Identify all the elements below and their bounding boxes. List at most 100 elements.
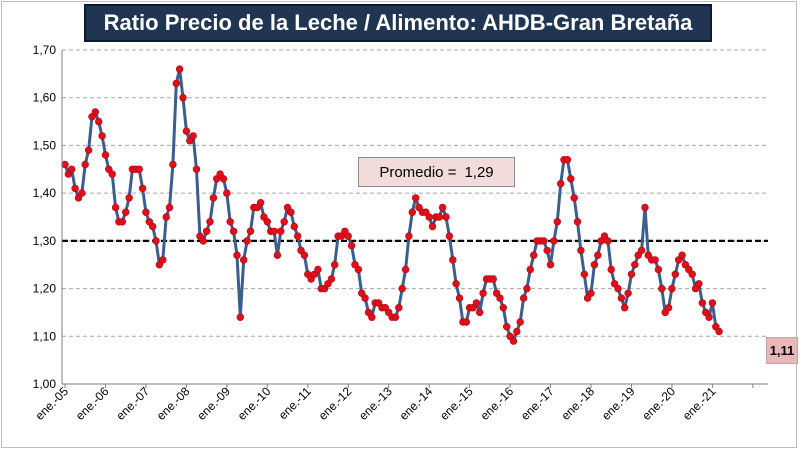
x-tick-label: ene.-17 <box>518 384 557 423</box>
data-point <box>354 265 363 274</box>
data-point <box>452 280 460 288</box>
data-point <box>651 256 659 264</box>
data-point <box>503 323 511 331</box>
data-point <box>347 241 356 250</box>
data-point <box>546 261 555 269</box>
data-point <box>405 232 413 240</box>
data-point <box>209 194 218 202</box>
data-point <box>118 218 127 226</box>
data-point <box>189 132 197 140</box>
x-tick-label: ene.-15 <box>437 384 476 423</box>
data-point <box>658 284 666 293</box>
data-point <box>513 327 521 336</box>
data-point <box>688 270 696 278</box>
data-point <box>162 213 170 221</box>
data-point <box>442 213 450 221</box>
x-tick-label: ene.-06 <box>73 384 112 423</box>
data-point <box>708 299 717 307</box>
data-point <box>401 265 410 274</box>
data-point <box>91 108 100 116</box>
data-point <box>391 313 400 321</box>
data-point <box>476 308 484 317</box>
x-tick-label: ene.-09 <box>194 384 233 423</box>
y-tick-label: 1,70 <box>33 43 57 57</box>
data-point <box>202 227 211 236</box>
data-point <box>240 256 248 264</box>
data-point <box>715 327 723 336</box>
data-point <box>98 132 106 140</box>
data-point <box>695 280 703 288</box>
data-point <box>159 256 167 264</box>
y-tick-label: 1,60 <box>33 91 57 105</box>
x-tick-label: ene.-19 <box>599 384 638 423</box>
data-point <box>496 294 504 302</box>
data-point <box>236 313 245 321</box>
data-point <box>331 261 339 269</box>
data-point <box>664 304 673 312</box>
data-point <box>553 218 561 226</box>
data-point <box>108 170 116 178</box>
data-point <box>223 189 231 197</box>
x-tick-label: ene.-21 <box>680 384 719 423</box>
data-point <box>614 284 622 293</box>
data-point <box>445 232 454 240</box>
y-axis-tick-labels: 1,00 1,10 1,20 1,30 1,40 1,50 1,60 1,70 <box>33 43 57 391</box>
data-point <box>604 237 612 245</box>
data-point <box>368 313 376 321</box>
data-point <box>199 237 207 245</box>
x-tick-label: ene.-16 <box>478 384 517 423</box>
data-point <box>135 165 143 174</box>
data-point <box>607 265 615 274</box>
x-tick-label: ene.-07 <box>113 384 152 423</box>
data-point <box>125 194 133 202</box>
axes <box>61 50 768 388</box>
data-point <box>462 318 470 326</box>
x-tick-label: ene.-18 <box>558 384 597 423</box>
x-tick-label: ene.-11 <box>276 384 314 422</box>
data-point <box>523 284 531 293</box>
data-point <box>138 184 147 193</box>
data-point <box>179 93 187 102</box>
data-point <box>142 208 150 216</box>
data-point <box>243 237 251 245</box>
x-tick-label: ene.-12 <box>316 384 355 423</box>
data-point <box>425 213 433 221</box>
data-point <box>175 65 184 73</box>
data-point <box>84 146 93 154</box>
x-tick-label: ene.-20 <box>639 384 678 423</box>
data-point <box>543 246 551 255</box>
data-point <box>563 156 572 164</box>
data-point <box>594 251 602 259</box>
data-point <box>219 175 228 183</box>
data-point <box>479 289 487 297</box>
data-point <box>617 294 626 302</box>
data-point <box>620 304 629 312</box>
data-point <box>590 261 599 269</box>
data-point <box>290 222 298 231</box>
x-tick-label: ene.-08 <box>154 384 193 423</box>
data-point <box>229 227 238 236</box>
data-point <box>233 251 241 259</box>
data-point <box>67 165 76 174</box>
data-point <box>438 203 447 212</box>
data-point <box>81 160 89 169</box>
data-point <box>540 237 548 245</box>
y-tick-label: 1,30 <box>33 234 57 248</box>
x-tick-label: ene.-13 <box>356 384 395 423</box>
data-point <box>314 265 322 274</box>
x-tick-label: ene.-14 <box>397 384 436 423</box>
data-point <box>472 299 481 307</box>
data-point <box>94 117 103 126</box>
data-point <box>526 265 534 274</box>
data-point <box>300 251 309 259</box>
data-point <box>529 251 538 259</box>
data-point <box>624 289 632 297</box>
data-point <box>637 246 646 255</box>
data-point <box>149 222 157 231</box>
data-point <box>256 199 265 207</box>
data-point <box>556 179 565 188</box>
data-point <box>287 208 295 216</box>
data-point <box>206 218 214 226</box>
data-point <box>327 275 336 283</box>
